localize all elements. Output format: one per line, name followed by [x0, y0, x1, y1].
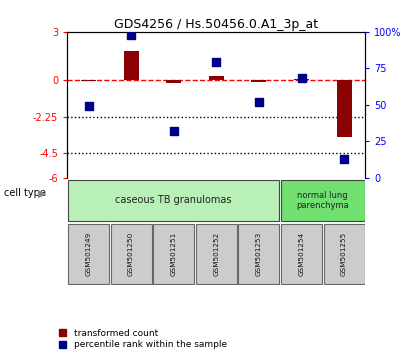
FancyBboxPatch shape	[68, 224, 109, 284]
Point	[85, 103, 92, 109]
Bar	[123, 51, 139, 80]
Text: caseous TB granulomas: caseous TB granulomas	[116, 195, 232, 205]
Point	[128, 32, 134, 38]
Text: normal lung
parenchyma: normal lung parenchyma	[297, 190, 349, 210]
FancyBboxPatch shape	[196, 224, 237, 284]
FancyBboxPatch shape	[281, 180, 365, 221]
Bar	[166, 80, 181, 83]
Text: GSM501255: GSM501255	[341, 232, 347, 276]
Point	[298, 76, 305, 81]
FancyBboxPatch shape	[153, 224, 194, 284]
Legend: transformed count, percentile rank within the sample: transformed count, percentile rank withi…	[59, 329, 227, 349]
Point	[171, 128, 177, 134]
Point	[341, 156, 347, 161]
Text: cell type: cell type	[4, 188, 46, 198]
FancyBboxPatch shape	[110, 224, 152, 284]
FancyBboxPatch shape	[324, 224, 365, 284]
Point	[213, 59, 220, 65]
Bar	[337, 80, 352, 137]
Text: GSM501251: GSM501251	[171, 232, 177, 276]
Title: GDS4256 / Hs.50456.0.A1_3p_at: GDS4256 / Hs.50456.0.A1_3p_at	[114, 18, 318, 31]
Bar	[209, 75, 224, 80]
Text: GSM501252: GSM501252	[213, 232, 219, 276]
Text: GSM501253: GSM501253	[256, 232, 262, 276]
Text: GSM501250: GSM501250	[128, 232, 134, 276]
FancyBboxPatch shape	[281, 224, 322, 284]
Bar	[252, 80, 266, 82]
FancyBboxPatch shape	[68, 180, 279, 221]
Bar	[81, 80, 96, 81]
FancyBboxPatch shape	[239, 224, 279, 284]
Point	[255, 99, 262, 104]
Text: ▶: ▶	[38, 188, 46, 198]
Text: GSM501254: GSM501254	[299, 232, 304, 276]
Text: GSM501249: GSM501249	[86, 232, 92, 276]
Bar	[294, 79, 309, 80]
